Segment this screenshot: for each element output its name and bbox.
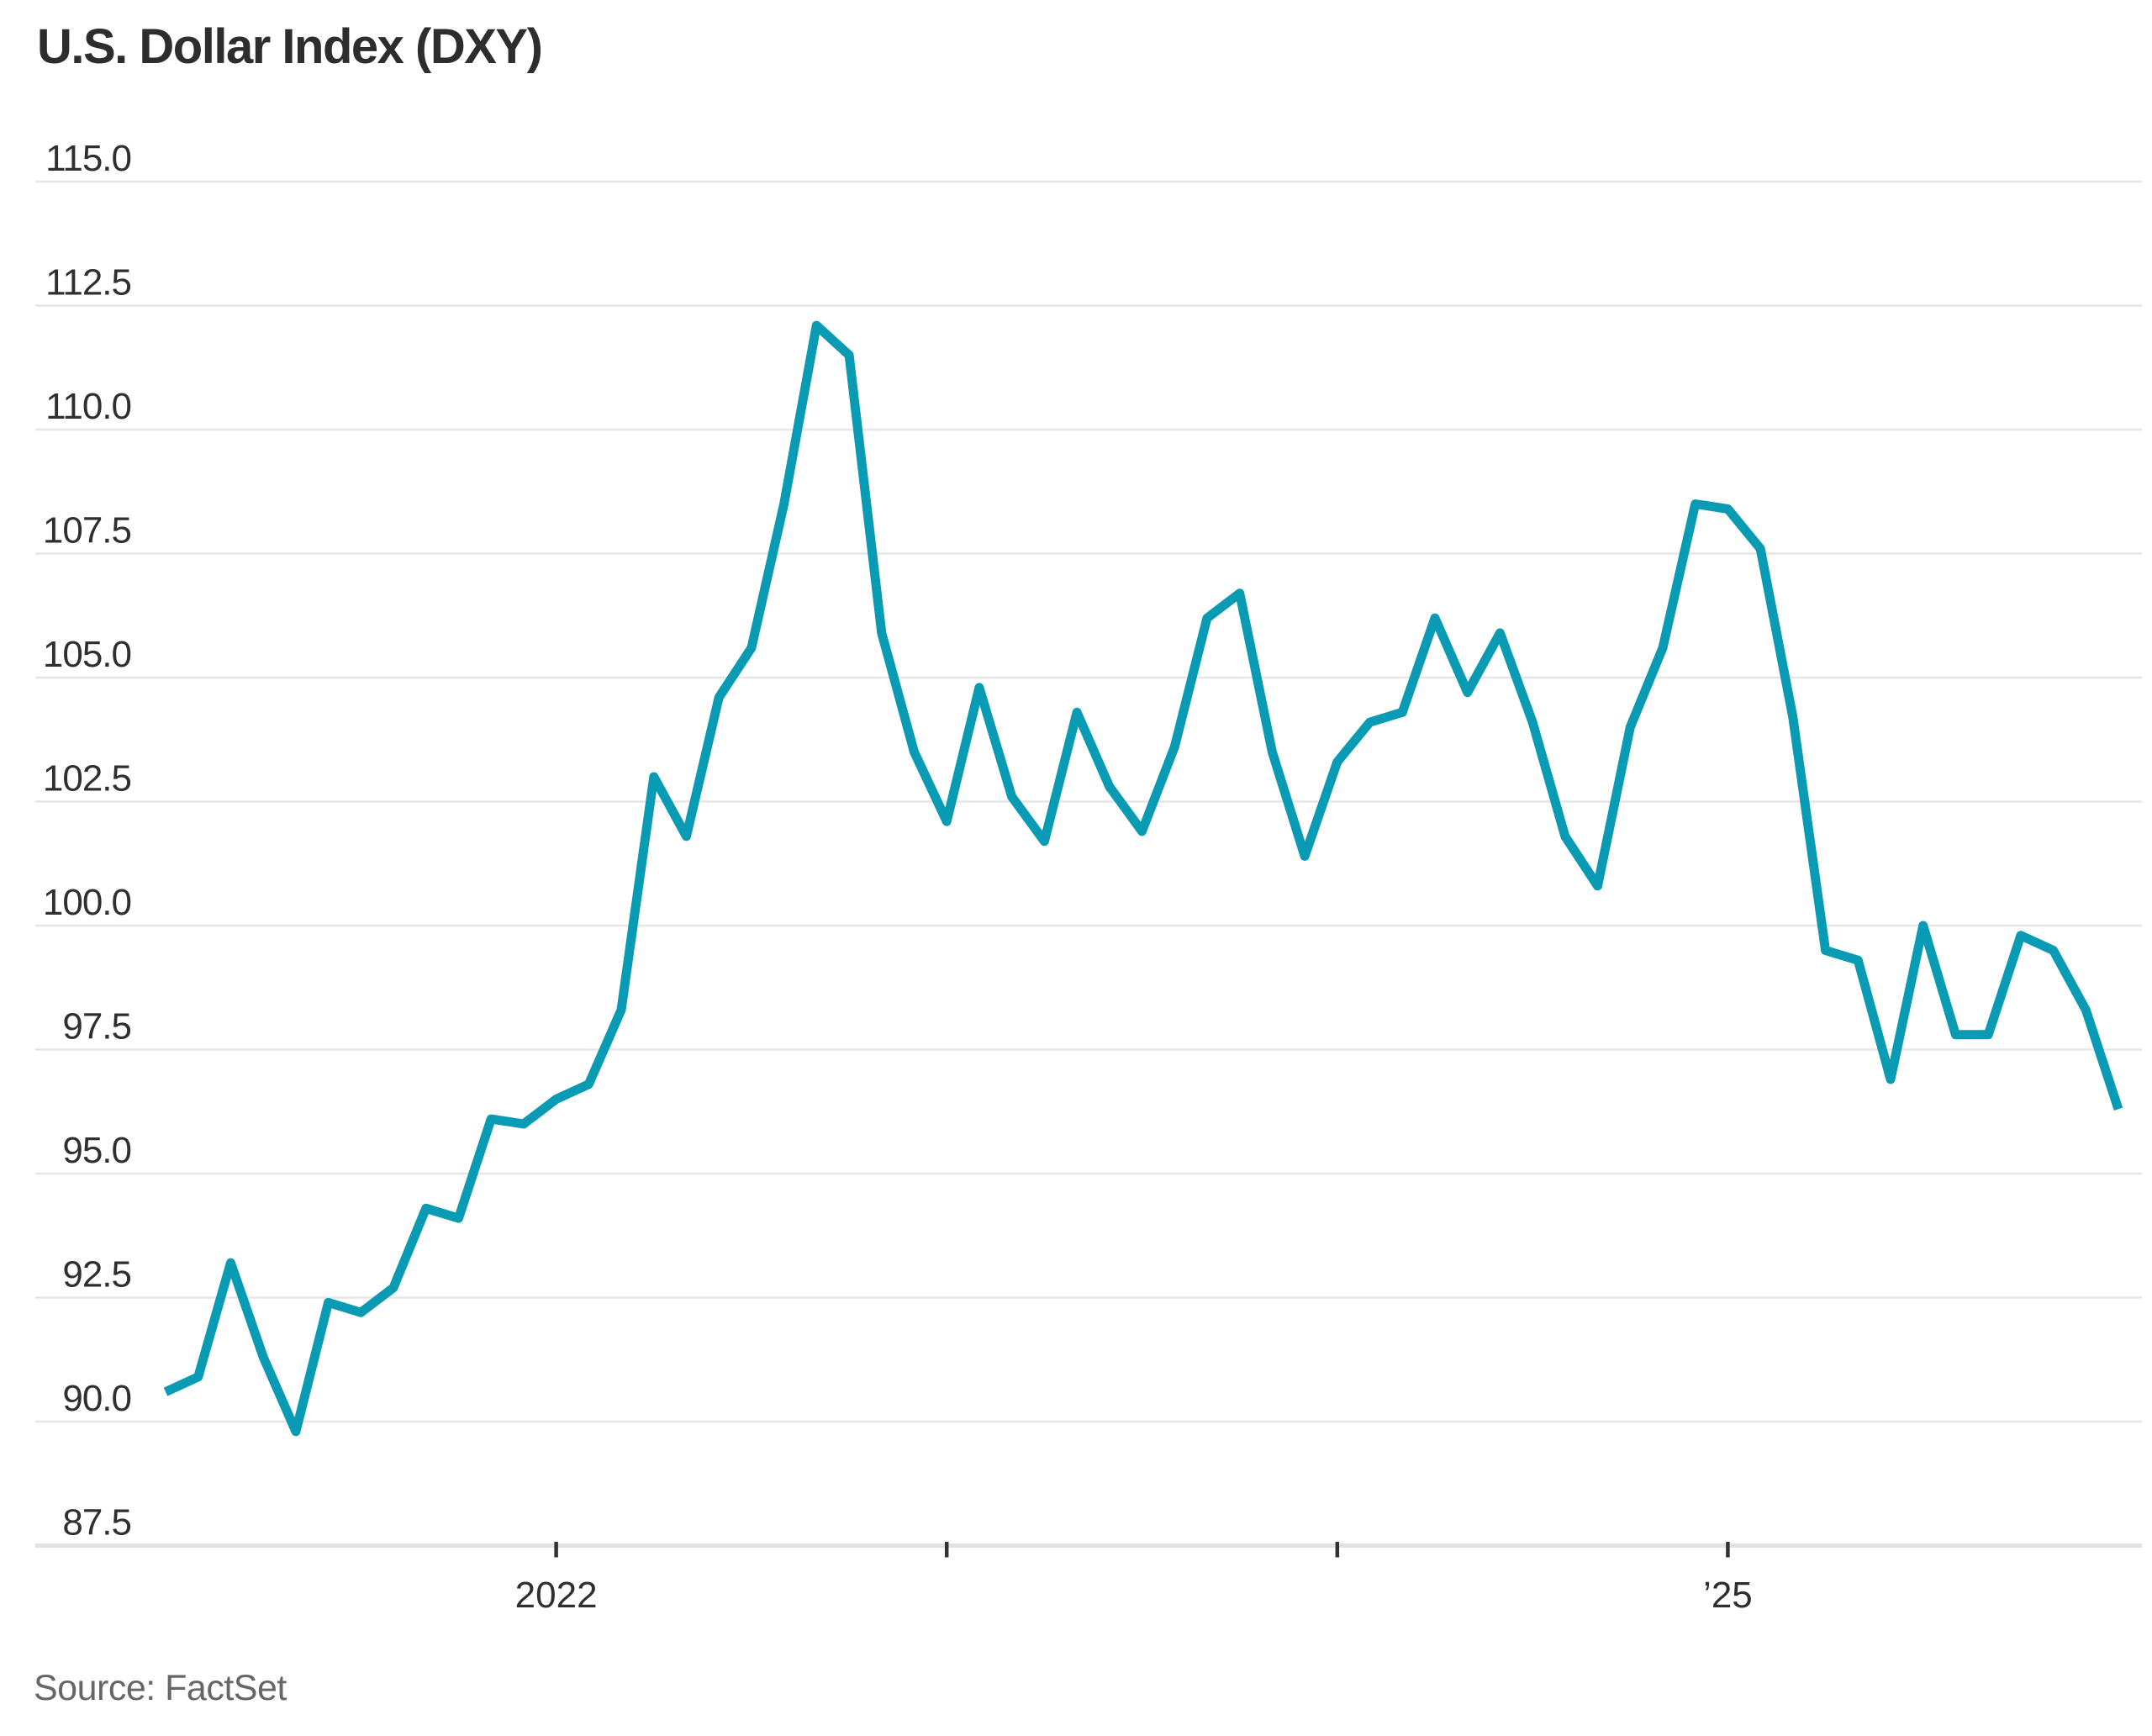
source-note: Source: FactSet	[34, 1668, 287, 1708]
y-axis-tick-label: 97.5	[62, 1006, 131, 1047]
y-axis-tick-label: 115.0	[45, 138, 131, 179]
y-axis-tick-label: 110.0	[45, 386, 131, 427]
dxy-series-line	[163, 320, 2123, 1437]
y-axis-tick-label: 105.0	[43, 634, 131, 675]
y-axis-tick-label: 92.5	[62, 1254, 131, 1295]
gridlines	[35, 180, 2142, 1548]
y-axis-tick-label: 95.0	[62, 1130, 131, 1171]
y-axis-tick-label: 100.0	[43, 882, 131, 923]
chart-title: U.S. Dollar Index (DXY)	[37, 19, 543, 74]
x-axis-tick-label: 2022	[515, 1575, 598, 1616]
y-axis-tick-label: 87.5	[62, 1502, 131, 1543]
y-axis-labels: 115.0 112.5 110.0 107.5 105.0 102.5 100.0 97.5 9…	[43, 138, 132, 1543]
y-axis-tick-label: 107.5	[43, 510, 131, 551]
dxy-series	[163, 320, 2123, 1437]
y-axis-tick-label: 112.5	[45, 262, 131, 303]
y-axis-tick-label: 90.0	[62, 1378, 131, 1419]
x-axis: 2022 ’25	[515, 1542, 1753, 1616]
x-axis-tick-label: ’25	[1703, 1575, 1753, 1616]
y-axis-tick-label: 102.5	[43, 758, 131, 799]
